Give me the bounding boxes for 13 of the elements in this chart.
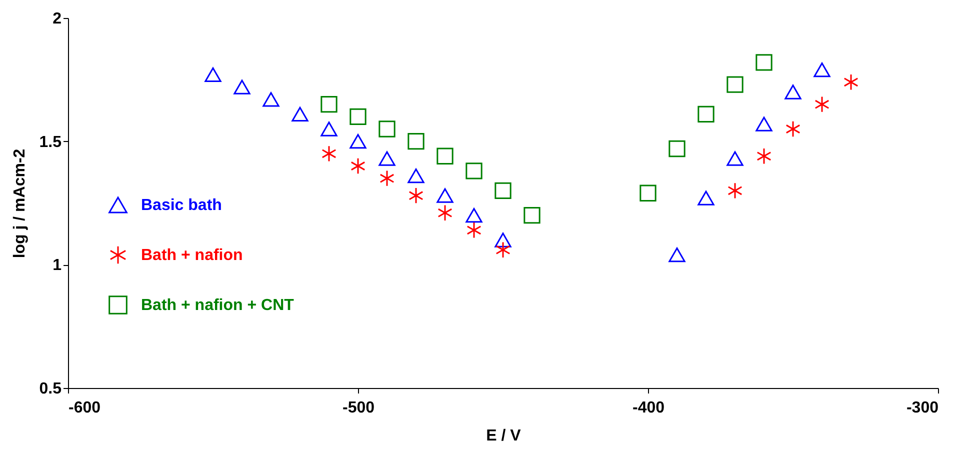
legend-label: Basic bath xyxy=(141,197,222,214)
legend-label: Bath + nafion xyxy=(141,247,243,264)
legend-label: Bath + nafion + CNT xyxy=(141,297,294,314)
x-axis-title: E / V xyxy=(486,428,522,444)
y-axis-title: log j / mAcm-2 xyxy=(11,148,28,258)
x-tick-label: -500 xyxy=(342,400,375,416)
y-tick-label: 1.5 xyxy=(39,134,62,151)
y-tick-label: 2 xyxy=(52,10,62,28)
x-tick-label: -600 xyxy=(68,400,101,416)
y-tick-label: 0.5 xyxy=(39,380,62,398)
x-tick-label: -400 xyxy=(632,400,665,416)
y-tick-label: 1 xyxy=(52,257,62,274)
x-tick-label: -300 xyxy=(906,400,939,416)
